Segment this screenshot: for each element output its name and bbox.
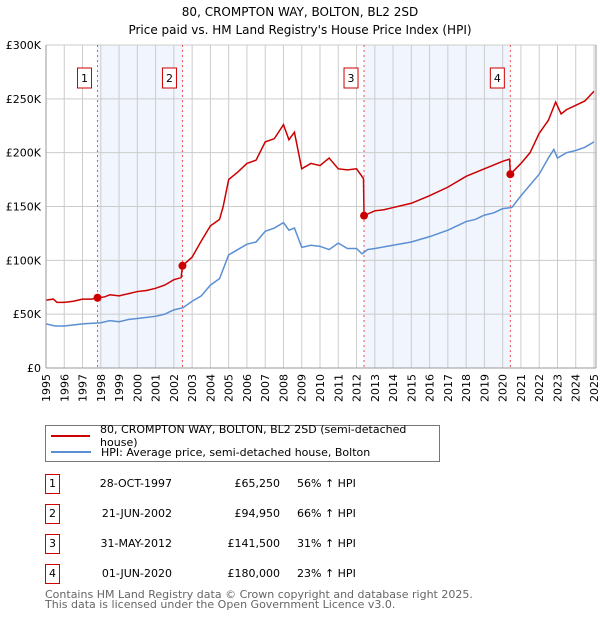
sale-label-box <box>161 67 177 89</box>
x-tick-label: 2016 <box>424 374 437 402</box>
x-tick-label: 2021 <box>515 374 528 402</box>
y-tick-label: £50K <box>13 308 42 321</box>
x-tick-label: 1997 <box>77 374 90 402</box>
x-tick-label: 2006 <box>241 374 254 402</box>
price-chart: 80, CROMPTON WAY, BOLTON, BL2 2SD Price … <box>6 5 600 402</box>
x-tick-label: 2010 <box>314 374 327 402</box>
x-tick-label: 2023 <box>551 374 564 402</box>
y-tick-label: £0 <box>27 362 41 375</box>
sale-hpi-change: 31% ↑ HPI <box>297 537 356 550</box>
x-tick-label: 2000 <box>131 374 144 402</box>
hpi-line <box>45 141 595 327</box>
x-tick-label: 2001 <box>150 374 163 402</box>
y-tick-label: £200K <box>6 147 42 160</box>
x-tick-label: 1999 <box>113 374 126 402</box>
sale-label-number: 1 <box>81 72 88 85</box>
sale-point <box>93 293 102 302</box>
property-price-line <box>45 90 595 304</box>
y-tick-label: £300K <box>6 39 42 52</box>
sale-label-number: 2 <box>166 72 173 85</box>
legend-label-hpi: HPI: Average price, semi-detached house,… <box>101 445 371 459</box>
sale-label-box <box>489 67 505 89</box>
footer-copyright: Contains HM Land Registry data © Crown c… <box>45 588 473 601</box>
chart-subtitle: Price paid vs. HM Land Registry's House … <box>128 23 471 37</box>
table-row: 2 21-JUN-2002 £94,950 66% ↑ HPI <box>45 504 465 524</box>
sale-label-box <box>343 67 359 89</box>
table-row: 4 01-JUN-2020 £180,000 23% ↑ HPI <box>45 564 465 584</box>
sale-date: 31-MAY-2012 <box>100 537 172 550</box>
sale-number-badge: 1 <box>45 474 60 494</box>
sale-hpi-change: 23% ↑ HPI <box>297 567 356 580</box>
sale-date: 28-OCT-1997 <box>99 477 172 490</box>
sale-price: £65,250 <box>234 477 281 490</box>
table-row: 3 31-MAY-2012 £141,500 31% ↑ HPI <box>45 534 465 554</box>
x-tick-label: 2019 <box>478 374 491 402</box>
sale-hpi-change: 56% ↑ HPI <box>297 477 356 490</box>
sale-number-badge: 3 <box>45 534 60 554</box>
x-tick-label: 1998 <box>95 374 108 402</box>
sale-price: £180,000 <box>227 567 281 580</box>
sale-date: 21-JUN-2002 <box>101 507 172 520</box>
x-tick-label: 2022 <box>533 374 546 402</box>
x-tick-label: 2025 <box>588 374 600 402</box>
x-tick-label: 2024 <box>570 374 583 402</box>
sale-price: £94,950 <box>234 507 281 520</box>
sale-price: £141,500 <box>227 537 281 550</box>
legend-label-property: 80, CROMPTON WAY, BOLTON, BL2 2SD (semi-… <box>100 423 407 449</box>
sale-point <box>506 170 515 179</box>
x-tick-label: 2012 <box>351 374 364 402</box>
x-tick-label: 2003 <box>186 374 199 402</box>
sale-point <box>360 211 369 220</box>
x-tick-label: 2005 <box>223 374 236 402</box>
x-tick-label: 2015 <box>405 374 418 402</box>
y-tick-label: £250K <box>6 93 42 106</box>
x-tick-label: 1996 <box>58 374 71 402</box>
sale-label-number: 4 <box>494 72 501 85</box>
x-tick-label: 2009 <box>296 374 309 402</box>
x-tick-label: 1995 <box>40 374 53 402</box>
x-tick-label: 2013 <box>369 374 382 402</box>
x-tick-label: 2018 <box>460 374 473 402</box>
sale-point <box>178 261 187 270</box>
sale-hpi-change: 66% ↑ HPI <box>297 507 356 520</box>
x-tick-label: 2020 <box>497 374 510 402</box>
x-tick-label: 2002 <box>168 374 181 402</box>
legend-swatch-hpi <box>51 451 91 453</box>
x-tick-label: 2017 <box>442 374 455 402</box>
x-tick-label: 2014 <box>387 374 400 402</box>
legend: 80, CROMPTON WAY, BOLTON, BL2 2SD (semi-… <box>45 423 440 462</box>
x-tick-label: 2008 <box>277 374 290 402</box>
sale-label-box <box>77 67 93 89</box>
sale-date: 01-JUN-2020 <box>101 567 172 580</box>
y-tick-label: £100K <box>6 254 42 267</box>
x-tick-label: 2011 <box>332 374 345 402</box>
x-tick-label: 2007 <box>259 374 272 402</box>
y-tick-label: £150K <box>6 201 42 214</box>
chart-title: 80, CROMPTON WAY, BOLTON, BL2 2SD <box>182 5 418 19</box>
sale-number-badge: 4 <box>45 564 60 584</box>
sale-label-number: 3 <box>348 72 355 85</box>
table-row: 1 28-OCT-1997 £65,250 56% ↑ HPI <box>45 474 465 494</box>
footer-licence: This data is licensed under the Open Gov… <box>45 598 396 611</box>
legend-swatch-property <box>51 435 91 437</box>
sale-number-badge: 2 <box>45 504 60 524</box>
x-tick-label: 2004 <box>204 374 217 402</box>
